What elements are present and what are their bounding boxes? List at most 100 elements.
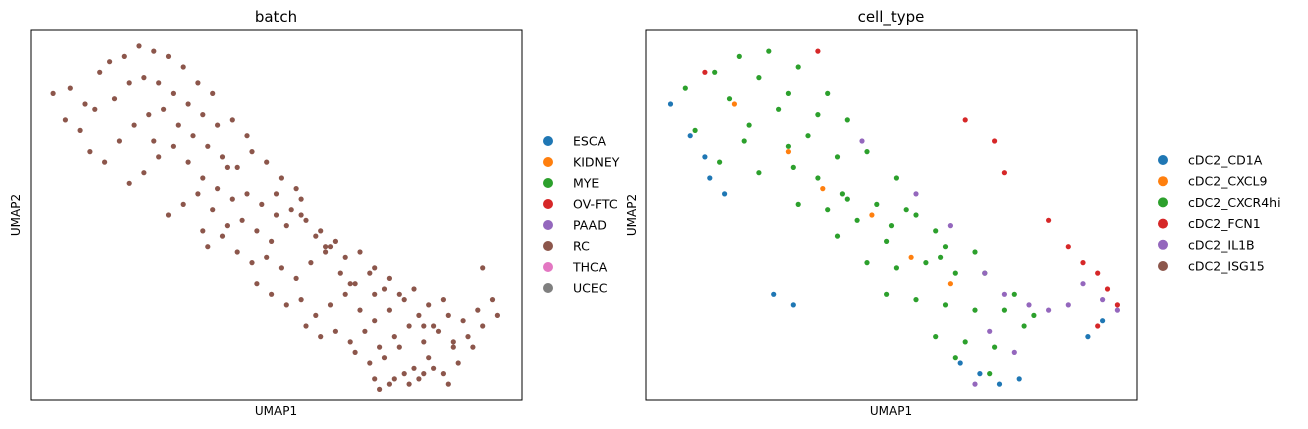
data-point [298,212,304,218]
data-point [195,80,201,86]
data-point [342,291,348,297]
data-point [1114,302,1120,308]
data-point [440,371,446,377]
data-point [815,112,821,118]
data-point [362,328,368,334]
data-point [996,381,1003,387]
data-point [200,228,206,234]
data-point [435,328,442,334]
chart-title: batch [255,8,297,26]
data-point [244,191,250,197]
data-point [972,249,978,255]
data-point [426,302,432,308]
data-point [933,334,939,340]
data-point [332,238,338,244]
data-point [947,223,954,229]
data-point [825,207,831,213]
data-point [913,191,919,197]
data-point [992,344,998,350]
data-point [987,328,993,334]
data-point [229,196,235,202]
y-axis-label: UMAP2 [625,194,639,236]
data-point [1026,302,1032,308]
data-point [489,297,496,303]
data-point [224,223,230,229]
data-point [111,96,118,102]
data-point [707,175,713,181]
data-point [844,117,850,123]
data-point [1100,318,1106,324]
legend: ESCA KIDNEY MYE OV-FTC PAAD RC THCA UCEC [543,134,620,296]
data-point [219,154,226,160]
legend-label: KIDNEY [573,155,620,170]
data-point [121,53,127,60]
data-point [908,254,914,260]
legend-label: cDC2_ISG15 [1188,259,1265,274]
points-layer [667,48,1120,387]
data-point [416,376,422,382]
data-point [957,360,963,366]
legend-marker [543,157,553,167]
data-point [854,217,860,223]
data-point [731,101,738,107]
data-point [805,133,811,139]
data-point [1046,217,1052,223]
data-point [839,191,846,197]
data-point [381,355,388,361]
data-point [87,149,93,155]
data-point [722,191,728,197]
legend: cDC2_CD1A cDC2_CXCL9 cDC2_CXCR4hi cDC2_FCN1… [1158,153,1281,274]
data-point [736,53,742,60]
data-point [667,101,674,107]
legend-marker [1158,218,1168,229]
data-point [874,201,880,207]
legend-marker [543,199,553,209]
data-point [785,143,792,149]
data-point [1046,307,1052,313]
legend-label: ESCA [573,134,607,149]
legend-marker [543,262,553,272]
data-point [249,260,255,266]
data-point [682,85,688,91]
data-point [283,223,289,229]
data-point [1001,291,1008,297]
points-layer [50,43,500,392]
data-point [1095,323,1101,329]
data-point [273,212,280,218]
data-point [815,48,821,54]
data-point [687,133,693,139]
data-point [210,207,216,213]
data-point [972,381,978,387]
data-point [205,244,211,250]
legend-label: RC [573,239,590,254]
data-point [1001,170,1008,176]
data-point [450,344,456,350]
data-point [249,149,255,155]
legend-label: cDC2_CD1A [1188,153,1263,168]
data-point [987,371,993,377]
data-point [869,212,875,218]
data-point [367,270,373,276]
data-point [480,265,486,271]
data-point [972,307,978,313]
legend-label: cDC2_CXCR4hi [1188,195,1281,210]
data-point [1016,376,1022,382]
data-point [151,138,157,144]
data-point [141,170,147,176]
data-point [460,318,466,324]
data-point [815,175,821,181]
data-point [269,291,275,297]
data-point [1065,302,1071,308]
data-point [712,69,718,75]
data-point [146,112,152,118]
data-point [62,117,68,123]
legend-label: THCA [572,260,608,275]
legend-marker [543,241,553,251]
data-point [185,101,191,107]
data-point [215,122,221,128]
data-point [352,281,358,287]
data-point [825,90,831,96]
data-point [254,281,260,287]
data-point [785,90,792,96]
data-point [77,127,83,133]
